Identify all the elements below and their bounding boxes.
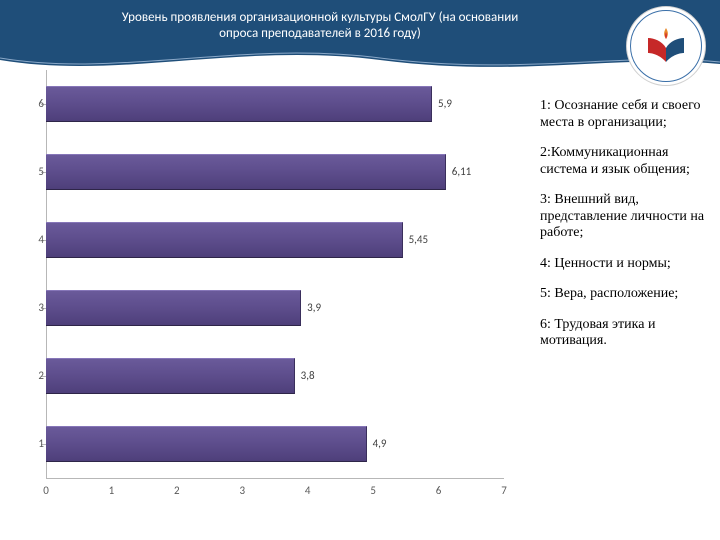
bar-value-label: 3,8 [301, 369, 315, 382]
legend-item-4: 4: Ценности и нормы; [540, 256, 710, 273]
bar [46, 426, 367, 461]
title-line-2: опроса преподавателей в 2016 году) [90, 26, 550, 42]
y-tick-label: 2 [30, 369, 44, 382]
x-tick-label: 4 [298, 484, 318, 497]
y-tick-label: 3 [30, 301, 44, 314]
plot-area [46, 70, 504, 478]
legend-item-6: 6: Трудовая этика и мотивация. [540, 317, 710, 350]
y-tick-label: 6 [30, 97, 44, 110]
bar-value-label: 5,9 [438, 97, 452, 110]
bar [46, 86, 432, 121]
y-tick-label: 5 [30, 165, 44, 178]
legend-panel: 1: Осознание себя и своего места в орган… [540, 98, 710, 364]
x-tick-label: 6 [429, 484, 449, 497]
y-tick-label: 4 [30, 233, 44, 246]
bar [46, 358, 295, 393]
bar [46, 154, 446, 189]
x-tick-label: 1 [101, 484, 121, 497]
university-logo [626, 6, 706, 86]
y-tick-label: 1 [30, 437, 44, 450]
x-tick-label: 0 [36, 484, 56, 497]
x-tick-label: 5 [363, 484, 383, 497]
legend-item-2: 2:Коммуникационная система и язык общени… [540, 145, 710, 178]
legend-item-5: 5: Вера, расположение; [540, 286, 710, 303]
bar-value-label: 6,11 [452, 165, 471, 178]
bar [46, 222, 403, 257]
slide-title: Уровень проявления организационной культ… [90, 10, 550, 43]
x-axis-line [46, 478, 504, 479]
x-tick-label: 3 [232, 484, 252, 497]
x-tick-label: 2 [167, 484, 187, 497]
bar-value-label: 3,9 [307, 301, 321, 314]
bar-value-label: 5,45 [409, 233, 428, 246]
bar-value-label: 4,9 [373, 437, 387, 450]
legend-item-3: 3: Внешний вид, представление личности н… [540, 192, 710, 242]
legend-item-1: 1: Осознание себя и своего места в орган… [540, 98, 710, 131]
x-tick-label: 7 [494, 484, 514, 497]
bar-chart: 0 1 2 3 4 5 6 7 1 4,9 2 3,8 3 3,9 4 5,45 5 6,11 6 5,9 [22, 66, 512, 524]
title-line-1: Уровень проявления организационной культ… [90, 10, 550, 26]
bar [46, 290, 301, 325]
